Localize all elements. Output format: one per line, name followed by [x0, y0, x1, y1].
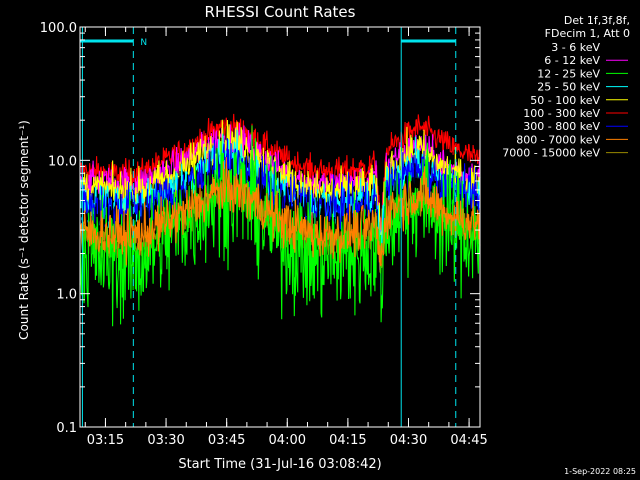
plot-frame: [79, 26, 481, 428]
legend-label: 50 - 100 keV: [530, 94, 600, 107]
x-tick-label: 03:15: [87, 433, 124, 448]
x-tick-label: 04:15: [329, 433, 366, 448]
y-tick-label: 10.0: [48, 154, 77, 169]
legend-label: 7000 - 15000 keV: [502, 147, 600, 160]
legend-header-decimation: FDecim 1, Att 0: [545, 27, 630, 40]
y-tick-label: 100.0: [40, 21, 77, 36]
y-tick-label: 0.1: [56, 421, 77, 436]
legend-label: 800 - 7000 keV: [516, 133, 600, 146]
x-tick-label: 04:30: [390, 433, 427, 448]
x-axis-label: Start Time (31-Jul-16 03:08:42): [178, 457, 381, 472]
x-tick-label: 04:00: [269, 433, 306, 448]
axes-layer: 100.0 10.0 1.0 0.1 03:15 03:30 03:45 04:00 04:15…: [40, 21, 488, 448]
legend-label: 25 - 50 keV: [537, 81, 600, 94]
x-tick-label: 03:45: [208, 433, 245, 448]
x-tick-label: 03:30: [147, 433, 184, 448]
footer-timestamp: 1-Sep-2022 08:25: [564, 467, 636, 476]
legend-label: 3 - 6 keV: [551, 41, 600, 54]
legend-header-detectors: Det 1f,3f,8f,: [564, 14, 630, 27]
y-tick-label: 1.0: [56, 288, 77, 303]
legend-label: 12 - 25 keV: [537, 67, 600, 80]
annotation-marker-label: N: [140, 38, 147, 48]
legend-label: 300 - 800 keV: [523, 120, 600, 133]
y-axis-label: Count Rate (s⁻¹ detector segment⁻¹): [17, 120, 31, 340]
legend: Det 1f,3f,8f, FDecim 1, Att 0 3 - 6 keV6…: [502, 14, 630, 160]
data-layer: [79, 113, 481, 327]
legend-label: 6 - 12 keV: [544, 54, 600, 67]
x-tick-label: 04:45: [450, 433, 487, 448]
observing-markers: N: [80, 27, 457, 427]
legend-label: 100 - 300 keV: [523, 107, 600, 120]
series-line: [79, 157, 481, 267]
chart-title: RHESSI Count Rates: [205, 3, 356, 21]
series-line: [79, 113, 481, 232]
